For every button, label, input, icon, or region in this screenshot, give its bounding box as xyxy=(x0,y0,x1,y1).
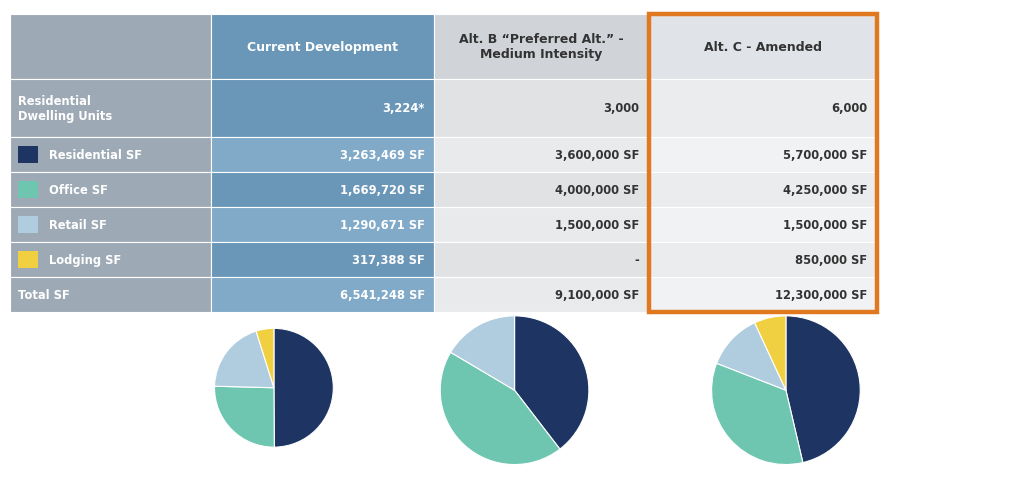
Text: 3,600,000 SF: 3,600,000 SF xyxy=(555,148,639,162)
Wedge shape xyxy=(451,316,515,390)
Bar xyxy=(211,15,434,80)
Bar xyxy=(648,207,877,243)
Text: Alt. B “Preferred Alt.” -
Medium Intensity: Alt. B “Preferred Alt.” - Medium Intensi… xyxy=(459,33,624,61)
Text: 3,000: 3,000 xyxy=(603,102,639,115)
Bar xyxy=(17,252,38,268)
Text: 850,000 SF: 850,000 SF xyxy=(796,253,867,266)
Text: 6,541,248 SF: 6,541,248 SF xyxy=(340,288,425,301)
Text: 1,500,000 SF: 1,500,000 SF xyxy=(555,219,639,231)
Text: 9,100,000 SF: 9,100,000 SF xyxy=(555,288,639,301)
Wedge shape xyxy=(440,352,560,465)
Text: 12,300,000 SF: 12,300,000 SF xyxy=(775,288,867,301)
Bar xyxy=(211,207,434,243)
Bar xyxy=(434,207,648,243)
Text: 1,290,671 SF: 1,290,671 SF xyxy=(340,219,425,231)
Bar xyxy=(434,277,648,312)
Bar xyxy=(10,243,211,277)
Text: -: - xyxy=(635,253,639,266)
Text: 3,224*: 3,224* xyxy=(383,102,425,115)
Bar xyxy=(211,173,434,207)
Bar xyxy=(434,80,648,138)
Bar xyxy=(211,277,434,312)
Bar xyxy=(10,15,211,80)
Bar xyxy=(648,173,877,207)
Bar xyxy=(211,80,434,138)
Text: Current Development: Current Development xyxy=(247,41,398,54)
Text: 5,700,000 SF: 5,700,000 SF xyxy=(783,148,867,162)
Bar xyxy=(434,15,648,80)
Bar xyxy=(648,15,877,312)
Wedge shape xyxy=(785,316,860,463)
Wedge shape xyxy=(514,316,589,449)
Text: 1,500,000 SF: 1,500,000 SF xyxy=(783,219,867,231)
Bar xyxy=(648,80,877,138)
Bar xyxy=(434,138,648,173)
Text: Alt. C - Amended: Alt. C - Amended xyxy=(703,41,821,54)
Text: 4,250,000 SF: 4,250,000 SF xyxy=(783,183,867,197)
Text: Residential
Dwelling Units: Residential Dwelling Units xyxy=(17,95,112,122)
Text: 317,388 SF: 317,388 SF xyxy=(352,253,425,266)
Bar xyxy=(434,243,648,277)
Wedge shape xyxy=(273,329,334,447)
Bar xyxy=(17,182,38,198)
Wedge shape xyxy=(214,386,274,447)
Bar xyxy=(10,207,211,243)
Text: Lodging SF: Lodging SF xyxy=(49,253,122,266)
Wedge shape xyxy=(256,329,274,388)
Bar xyxy=(211,138,434,173)
Wedge shape xyxy=(717,323,786,390)
Bar xyxy=(648,138,877,173)
Text: Total SF: Total SF xyxy=(17,288,70,301)
Bar xyxy=(434,173,648,207)
Bar xyxy=(10,138,211,173)
Text: 6,000: 6,000 xyxy=(831,102,867,115)
Bar xyxy=(17,147,38,163)
Bar xyxy=(211,243,434,277)
Text: 1,669,720 SF: 1,669,720 SF xyxy=(340,183,425,197)
Wedge shape xyxy=(215,331,273,388)
Text: 3,263,469 SF: 3,263,469 SF xyxy=(340,148,425,162)
Text: Retail SF: Retail SF xyxy=(49,219,108,231)
Bar xyxy=(10,277,211,312)
Bar xyxy=(10,80,211,138)
Bar xyxy=(17,217,38,233)
Text: Residential SF: Residential SF xyxy=(49,148,142,162)
Wedge shape xyxy=(712,364,803,465)
Wedge shape xyxy=(755,316,786,390)
Text: 4,000,000 SF: 4,000,000 SF xyxy=(555,183,639,197)
Bar xyxy=(648,277,877,312)
Bar xyxy=(10,173,211,207)
Text: Office SF: Office SF xyxy=(49,183,109,197)
Bar xyxy=(648,243,877,277)
Bar xyxy=(648,15,877,80)
